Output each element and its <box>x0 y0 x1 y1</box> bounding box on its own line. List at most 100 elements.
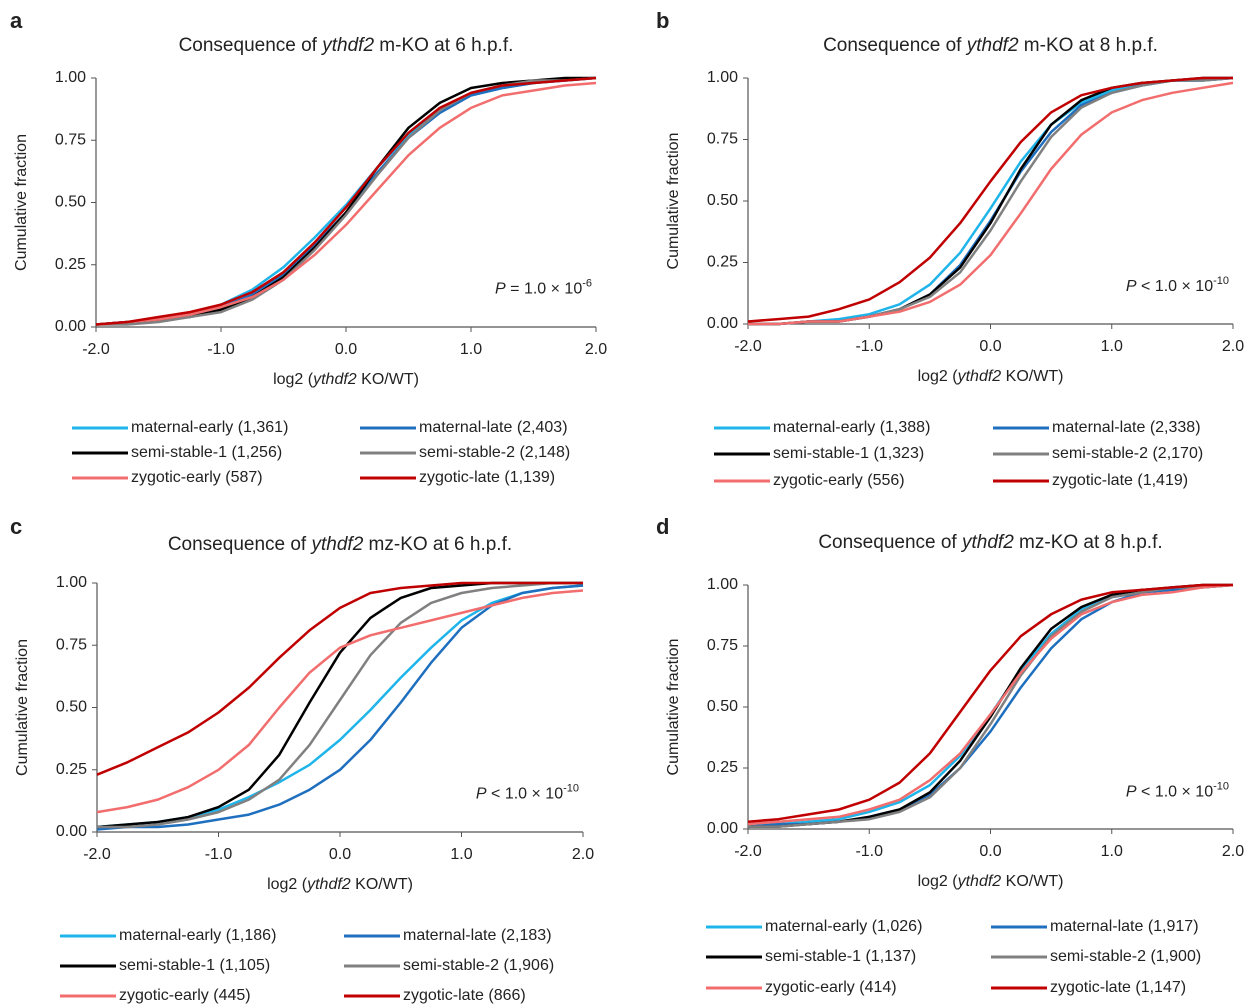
x-label-part: KO/WT) <box>357 371 419 388</box>
p-value: P < 1.0 × 10-10 <box>476 783 579 803</box>
y-axis-label: Cumulative fraction <box>665 639 682 776</box>
legend-label: maternal-late (2,338) <box>1052 419 1201 436</box>
cdf-line <box>96 584 584 831</box>
x-tick-label: -1.0 <box>855 843 883 860</box>
legend-label: zygotic-late (1,139) <box>419 469 555 486</box>
p-exponent: -6 <box>582 278 592 290</box>
y-tick-label: 0.00 <box>56 823 87 840</box>
y-tick-label: 0.50 <box>707 698 738 715</box>
legend-label: semi-stable-1 (1,105) <box>119 957 270 974</box>
p-text: < 1.0 × 10 <box>1137 784 1214 801</box>
cdf-line <box>747 76 1233 323</box>
y-axis-label: Cumulative fraction <box>665 133 682 270</box>
y-tick-label: 0.25 <box>707 759 738 776</box>
panel: d Consequence of ythdf2 mz-KO at 8 h.p.f.… <box>656 514 1244 996</box>
panel-letter: d <box>656 514 669 539</box>
p-symbol: P <box>1126 784 1137 801</box>
x-label-part: log2 ( <box>918 873 959 890</box>
panel-letter: b <box>656 8 669 33</box>
legend-label: maternal-early (1,026) <box>765 918 922 935</box>
title-part: m-KO at 6 h.p.f. <box>374 35 513 56</box>
title-part: ythdf2 <box>320 35 374 56</box>
y-tick-label: 0.50 <box>707 192 738 209</box>
y-tick-label: 0.50 <box>55 194 86 211</box>
x-tick-label: 0.0 <box>979 338 1001 355</box>
legend-label: semi-stable-2 (2,170) <box>1052 445 1203 462</box>
title-part: Consequence of <box>823 35 967 56</box>
legend-label: maternal-early (1,186) <box>119 927 276 944</box>
y-axis-label: Cumulative fraction <box>14 639 31 776</box>
legend-label: semi-stable-2 (1,906) <box>403 957 554 974</box>
chart-title: Consequence of ythdf2 mz-KO at 6 h.p.f. <box>168 534 512 555</box>
y-tick-label: 0.25 <box>707 254 738 271</box>
x-label-part: KO/WT) <box>1001 368 1063 385</box>
legend-label: zygotic-early (414) <box>765 979 897 996</box>
y-tick-label: 1.00 <box>56 574 87 591</box>
p-exponent: -10 <box>1213 780 1229 792</box>
p-exponent: -10 <box>563 783 579 795</box>
x-tick-label: 1.0 <box>460 341 482 358</box>
legend-label: semi-stable-2 (1,900) <box>1050 948 1201 965</box>
x-label-part: ythdf2 <box>957 368 1002 385</box>
x-axis-label: log2 (ythdf2 KO/WT) <box>273 371 419 388</box>
x-tick-label: -2.0 <box>82 341 110 358</box>
legend-label: zygotic-early (587) <box>131 469 263 486</box>
x-label-part: log2 ( <box>273 371 314 388</box>
legend-label: semi-stable-1 (1,137) <box>765 948 916 965</box>
x-axis-label: log2 (ythdf2 KO/WT) <box>267 876 413 893</box>
title-part: mz-KO at 6 h.p.f. <box>363 534 512 555</box>
x-label-part: KO/WT) <box>351 876 413 893</box>
x-label-part: ythdf2 <box>312 371 357 388</box>
x-tick-label: -2.0 <box>734 338 762 355</box>
cdf-line <box>96 589 584 814</box>
x-tick-label: -2.0 <box>734 843 762 860</box>
p-exponent: -10 <box>1213 275 1229 287</box>
legend-label: semi-stable-1 (1,256) <box>131 444 282 461</box>
x-tick-label: 0.0 <box>329 846 351 863</box>
cdf-line <box>748 81 1234 326</box>
p-value: P < 1.0 × 10-10 <box>1126 275 1229 295</box>
y-tick-label: 0.75 <box>56 636 87 653</box>
legend-label: maternal-late (2,403) <box>419 419 568 436</box>
x-tick-label: -1.0 <box>205 846 233 863</box>
panel-letter: a <box>10 8 23 33</box>
x-tick-label: 2.0 <box>1222 843 1244 860</box>
p-text: = 1.0 × 10 <box>506 281 583 298</box>
y-tick-label: 0.00 <box>55 318 86 335</box>
p-symbol: P <box>1126 278 1137 295</box>
title-part: m-KO at 8 h.p.f. <box>1019 35 1158 56</box>
p-text: < 1.0 × 10 <box>1137 278 1214 295</box>
x-label-part: ythdf2 <box>957 873 1002 890</box>
y-tick-label: 0.75 <box>55 131 86 148</box>
p-value: P = 1.0 × 10-6 <box>495 278 592 298</box>
p-text: < 1.0 × 10 <box>487 786 564 803</box>
chart-title: Consequence of ythdf2 m-KO at 6 h.p.f. <box>179 35 514 56</box>
cdf-line <box>748 583 1234 828</box>
panel: a Consequence of ythdf2 m-KO at 6 h.p.f. 0… <box>10 8 607 486</box>
chart-title: Consequence of ythdf2 m-KO at 8 h.p.f. <box>823 35 1158 56</box>
x-label-part: KO/WT) <box>1001 873 1063 890</box>
x-tick-label: -2.0 <box>83 846 111 863</box>
cdf-line <box>747 583 1233 823</box>
legend-label: maternal-early (1,388) <box>773 419 930 436</box>
x-label-part: log2 ( <box>918 368 959 385</box>
p-symbol: P <box>495 281 506 298</box>
p-symbol: P <box>476 786 487 803</box>
x-tick-label: 1.0 <box>1101 338 1123 355</box>
x-axis-label: log2 (ythdf2 KO/WT) <box>918 873 1064 890</box>
y-tick-label: 1.00 <box>707 576 738 593</box>
legend-label: zygotic-late (1,419) <box>1052 472 1188 489</box>
title-part: Consequence of <box>168 534 312 555</box>
panel: c Consequence of ythdf2 mz-KO at 6 h.p.f.… <box>10 514 594 1004</box>
legend-label: zygotic-early (445) <box>119 987 251 1004</box>
title-part: mz-KO at 8 h.p.f. <box>1014 532 1163 553</box>
y-tick-label: 0.25 <box>56 761 87 778</box>
x-tick-label: 2.0 <box>572 846 594 863</box>
legend-label: semi-stable-2 (2,148) <box>419 444 570 461</box>
y-tick-label: 1.00 <box>55 69 86 86</box>
legend-label: zygotic-late (1,147) <box>1050 979 1186 996</box>
cdf-line <box>96 581 583 776</box>
legend-label: zygotic-early (556) <box>773 472 905 489</box>
p-value: P < 1.0 × 10-10 <box>1126 780 1229 800</box>
x-tick-label: 1.0 <box>450 846 472 863</box>
